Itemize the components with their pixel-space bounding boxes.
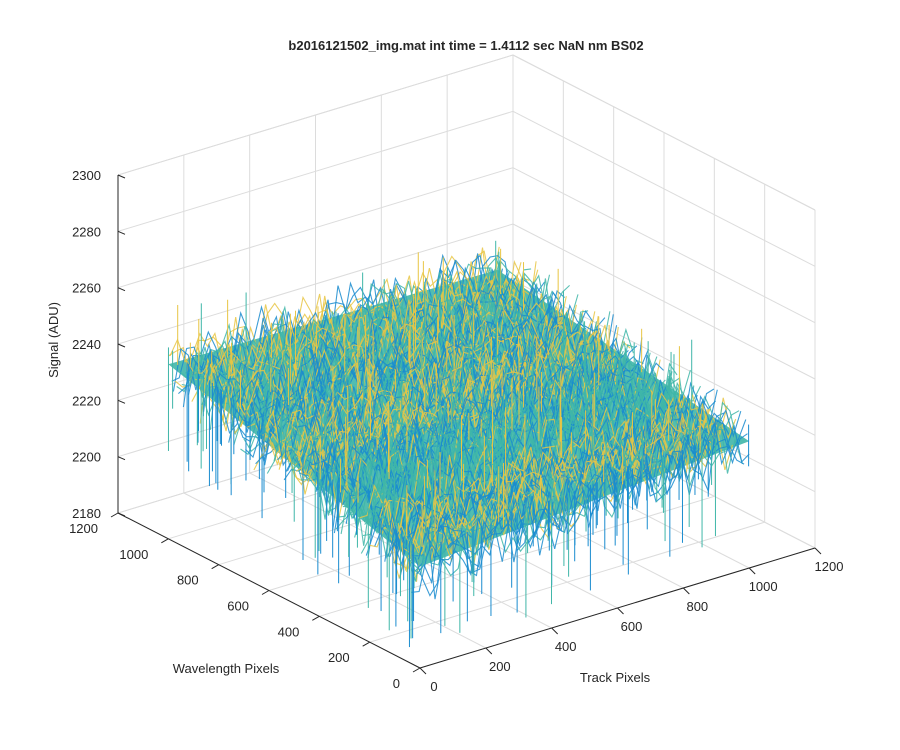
y-tick — [362, 641, 370, 647]
y-tick — [261, 590, 270, 595]
z-tick — [117, 230, 126, 235]
z-tick-label: 2180 — [72, 506, 101, 521]
box-edge — [512, 54, 816, 211]
x-tick-label: 800 — [686, 599, 708, 614]
y-tick — [211, 564, 219, 570]
x-tick-label: 400 — [555, 639, 577, 654]
y-axis-label: Wavelength Pixels — [173, 661, 280, 676]
z-tick — [117, 456, 126, 461]
box-edge — [117, 54, 514, 176]
y-tick-label: 1200 — [69, 521, 98, 536]
y-tick — [412, 667, 421, 673]
surface-streak — [313, 350, 644, 506]
y-tick-label: 400 — [278, 624, 300, 639]
z-tick — [117, 512, 126, 517]
surface-streak — [238, 291, 569, 445]
z-tick-label: 2220 — [72, 393, 101, 408]
x-tick — [485, 647, 493, 655]
axes-lines — [110, 174, 822, 675]
surface-streak — [402, 403, 733, 558]
surface-streak — [395, 417, 727, 559]
y-tick-label: 800 — [177, 573, 199, 588]
z-tick — [117, 287, 126, 292]
surface-streak — [285, 325, 616, 482]
surface-streak — [404, 422, 735, 572]
side-wall-grid-line — [512, 110, 816, 267]
x-tick — [814, 547, 822, 555]
tick-labels: 0 200 400 600 800 1000 1200 0 200 400 600 800 1000 12… — [69, 168, 843, 694]
x-tick — [617, 607, 624, 615]
x-tick-label: 0 — [430, 679, 437, 694]
z-tick-label: 2240 — [72, 337, 101, 352]
y-tick-label: 1000 — [119, 547, 148, 562]
surface-streak — [419, 424, 750, 600]
x-tick-label: 600 — [621, 619, 643, 634]
x-tick-label: 1000 — [749, 579, 778, 594]
x-tick — [551, 627, 559, 635]
x-tick — [748, 567, 756, 575]
surface-streak — [416, 419, 747, 585]
surface-streak — [411, 408, 742, 593]
surface-streak — [375, 381, 707, 547]
back-wall-grid-line — [117, 110, 514, 232]
surface-streak — [394, 412, 725, 564]
surface-streak — [406, 418, 737, 573]
y-tick-label: 600 — [227, 599, 249, 614]
z-tick-label: 2260 — [72, 281, 101, 296]
z-tick — [117, 343, 126, 348]
z-tick — [117, 174, 126, 179]
z-tick-label: 2280 — [72, 224, 101, 239]
x-tick-label: 1200 — [815, 559, 844, 574]
surface-streak — [246, 304, 577, 437]
y-tick-label: 0 — [393, 676, 400, 691]
back-wall-grid-line — [117, 167, 514, 289]
chart-title: b2016121502_img.mat int time = 1.4112 se… — [288, 38, 643, 53]
surface-streak — [248, 294, 579, 448]
x-tick — [682, 587, 690, 595]
surface-streak — [253, 308, 584, 471]
z-tick-label: 2300 — [72, 168, 101, 183]
z-tick — [117, 399, 126, 404]
surface-streak — [236, 296, 567, 438]
x-tick — [419, 667, 427, 675]
floor-grid-line — [369, 521, 765, 643]
surface-streak — [216, 274, 547, 427]
side-wall-grid-line — [512, 223, 816, 380]
surface-plot — [167, 240, 750, 648]
y-tick — [161, 538, 169, 544]
y-tick — [110, 512, 119, 518]
x-axis-label: Track Pixels — [580, 670, 651, 685]
z-axis-label: Signal (ADU) — [46, 302, 61, 378]
z-tick-label: 2200 — [72, 450, 101, 465]
side-wall-grid-line — [512, 167, 816, 324]
y-tick-label: 200 — [328, 650, 350, 665]
y-tick — [312, 615, 320, 621]
back-wall-grid-line — [117, 223, 514, 345]
x-tick-label: 200 — [489, 659, 511, 674]
surface-streak — [414, 421, 745, 597]
